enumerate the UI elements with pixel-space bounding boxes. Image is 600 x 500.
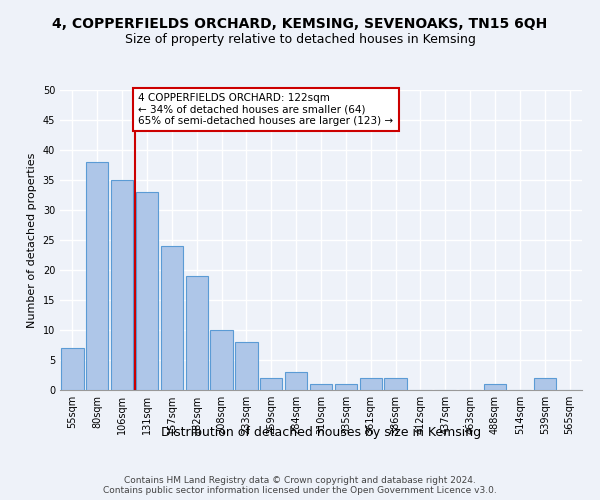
Y-axis label: Number of detached properties: Number of detached properties: [27, 152, 37, 328]
Text: Contains HM Land Registry data © Crown copyright and database right 2024.
Contai: Contains HM Land Registry data © Crown c…: [103, 476, 497, 495]
Bar: [111, 180, 133, 390]
Text: Size of property relative to detached houses in Kemsing: Size of property relative to detached ho…: [125, 32, 475, 46]
Text: 4 COPPERFIELDS ORCHARD: 122sqm
← 34% of detached houses are smaller (64)
65% of : 4 COPPERFIELDS ORCHARD: 122sqm ← 34% of …: [139, 93, 394, 126]
Bar: [161, 246, 183, 390]
Bar: [86, 162, 109, 390]
Bar: [335, 384, 357, 390]
Bar: [260, 378, 283, 390]
Bar: [235, 342, 257, 390]
Text: Distribution of detached houses by size in Kemsing: Distribution of detached houses by size …: [161, 426, 481, 439]
Bar: [359, 378, 382, 390]
Text: 4, COPPERFIELDS ORCHARD, KEMSING, SEVENOAKS, TN15 6QH: 4, COPPERFIELDS ORCHARD, KEMSING, SEVENO…: [52, 18, 548, 32]
Bar: [136, 192, 158, 390]
Bar: [533, 378, 556, 390]
Bar: [310, 384, 332, 390]
Bar: [285, 372, 307, 390]
Bar: [185, 276, 208, 390]
Bar: [61, 348, 83, 390]
Bar: [385, 378, 407, 390]
Bar: [484, 384, 506, 390]
Bar: [211, 330, 233, 390]
